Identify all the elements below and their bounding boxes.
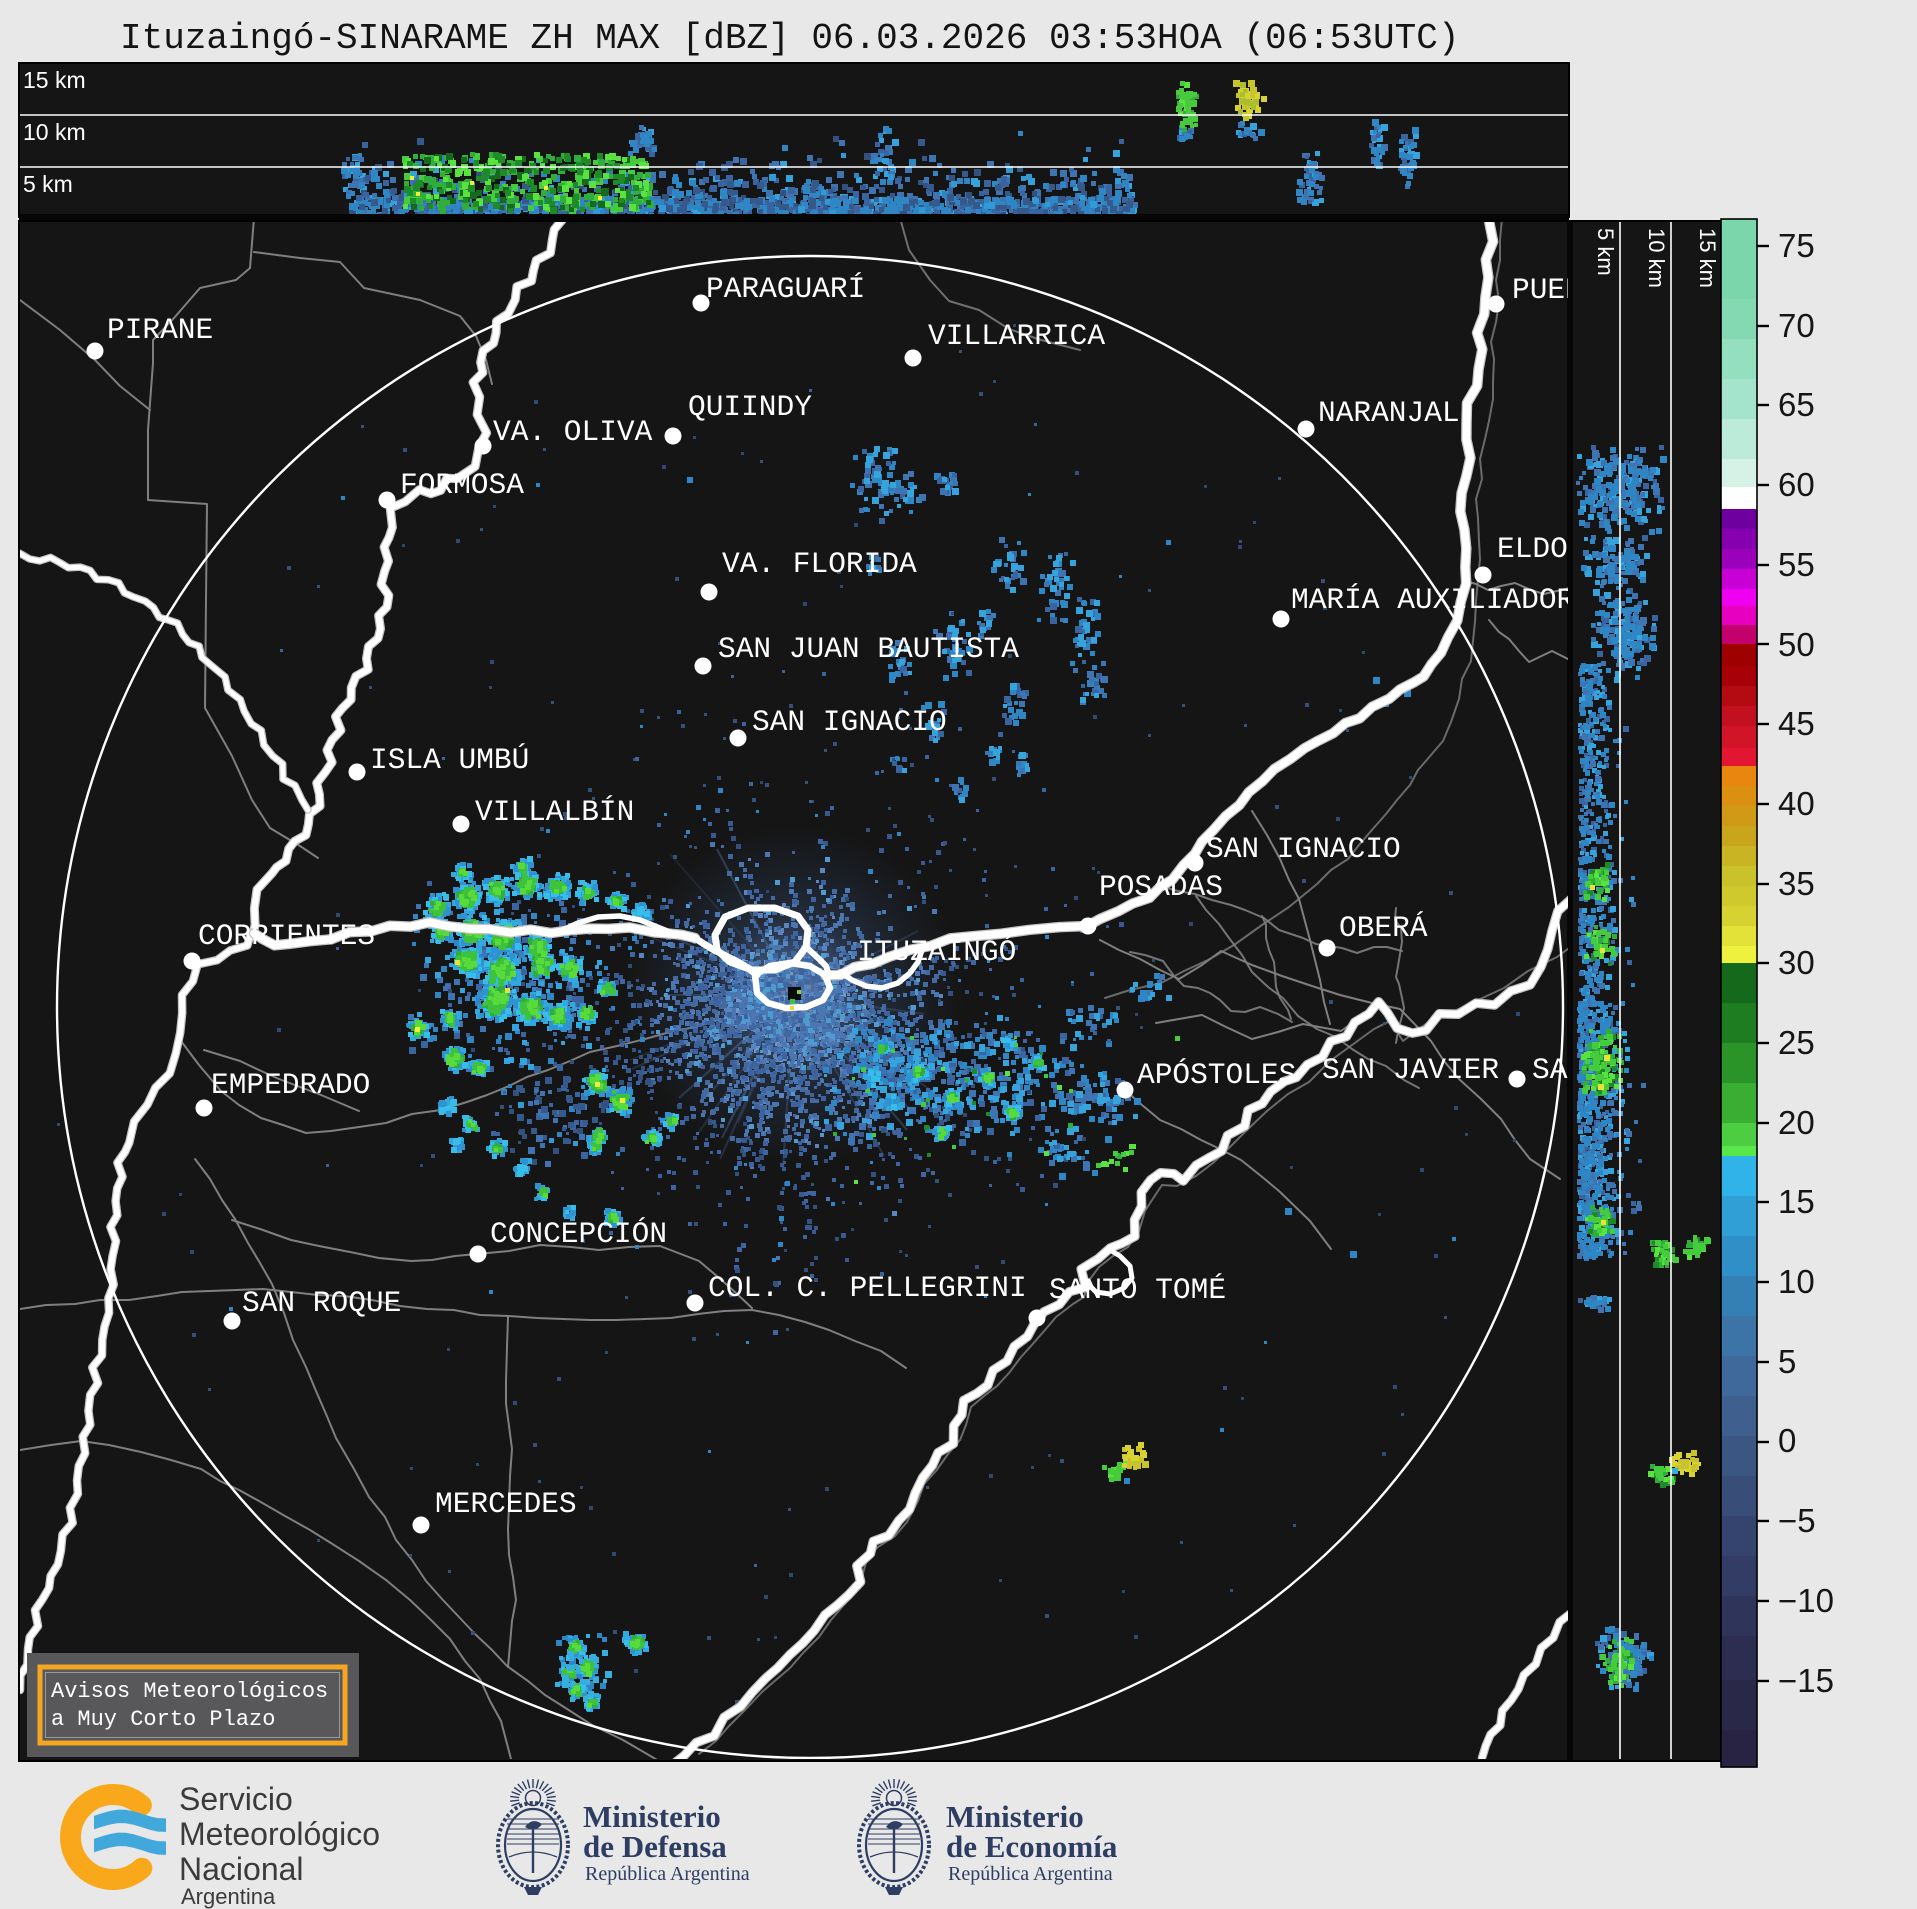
svg-text:de Economía: de Economía (946, 1829, 1118, 1864)
svg-text:SA: SA (1532, 1053, 1568, 1087)
svg-text:20: 20 (1778, 1104, 1815, 1141)
svg-text:50: 50 (1778, 626, 1815, 663)
svg-text:CORRIENTES: CORRIENTES (198, 919, 375, 953)
svg-text:55: 55 (1778, 546, 1815, 583)
svg-text:ISLA UMBÚ: ISLA UMBÚ (370, 743, 529, 777)
svg-text:75: 75 (1778, 227, 1815, 264)
svg-text:SAN IGNACIO: SAN IGNACIO (752, 705, 947, 739)
svg-text:Ministerio: Ministerio (946, 1799, 1084, 1834)
svg-text:República Argentina: República Argentina (585, 1863, 750, 1885)
svg-text:15 km: 15 km (23, 67, 86, 93)
svg-text:Meteorológico: Meteorológico (179, 1816, 380, 1852)
svg-text:MERCEDES: MERCEDES (435, 1487, 577, 1521)
svg-text:PIRANE: PIRANE (107, 313, 213, 347)
svg-text:SAN JAVIER: SAN JAVIER (1322, 1053, 1499, 1087)
svg-text:PARAGUARÍ: PARAGUARÍ (706, 272, 865, 306)
svg-text:VILLALBÍN: VILLALBÍN (475, 795, 634, 829)
svg-text:−15: −15 (1778, 1662, 1834, 1699)
svg-text:60: 60 (1778, 466, 1815, 503)
svg-text:40: 40 (1778, 785, 1815, 822)
svg-text:SANTO TOMÉ: SANTO TOMÉ (1049, 1273, 1226, 1307)
svg-text:Ministerio: Ministerio (583, 1799, 721, 1834)
svg-text:70: 70 (1778, 307, 1815, 344)
svg-text:−5: −5 (1778, 1502, 1816, 1539)
svg-text:CONCEPCIÓN: CONCEPCIÓN (490, 1217, 667, 1251)
svg-text:OBERÁ: OBERÁ (1339, 911, 1428, 945)
svg-text:República Argentina: República Argentina (948, 1863, 1113, 1885)
svg-text:10 km: 10 km (23, 119, 86, 145)
svg-text:MARÍA AUXILIADORA: MARÍA AUXILIADORA (1291, 583, 1592, 617)
svg-text:SAN JUAN BAUTISTA: SAN JUAN BAUTISTA (718, 632, 1019, 666)
svg-text:10 km: 10 km (1644, 228, 1669, 288)
svg-text:Nacional: Nacional (179, 1851, 304, 1887)
svg-text:Argentina: Argentina (181, 1884, 276, 1909)
svg-text:Servicio: Servicio (179, 1781, 293, 1817)
svg-text:35: 35 (1778, 865, 1815, 902)
svg-text:Avisos Meteorológicos: Avisos Meteorológicos (51, 1679, 328, 1704)
svg-text:PUER: PUER (1512, 273, 1583, 307)
svg-text:SAN IGNACIO: SAN IGNACIO (1206, 832, 1401, 866)
svg-text:APÓSTOLES: APÓSTOLES (1137, 1058, 1296, 1092)
svg-text:10: 10 (1778, 1263, 1815, 1300)
svg-text:−10: −10 (1778, 1582, 1834, 1619)
svg-text:FORMOSA: FORMOSA (400, 468, 524, 502)
svg-text:de Defensa: de Defensa (583, 1829, 727, 1864)
svg-text:25: 25 (1778, 1024, 1815, 1061)
svg-text:ELDORADO: ELDORADO (1497, 532, 1639, 566)
svg-text:5: 5 (1778, 1343, 1796, 1380)
svg-text:EMPEDRADO: EMPEDRADO (211, 1068, 370, 1102)
svg-text:65: 65 (1778, 386, 1815, 423)
svg-text:COL. C. PELLEGRINI: COL. C. PELLEGRINI (708, 1271, 1027, 1305)
svg-text:5 km: 5 km (23, 171, 73, 197)
svg-text:SAN ROQUE: SAN ROQUE (242, 1286, 401, 1320)
svg-text:Ituzaingó-SINARAME ZH MAX [dBZ: Ituzaingó-SINARAME ZH MAX [dBZ] 06.03.20… (120, 18, 1459, 59)
svg-text:5 km: 5 km (1593, 228, 1618, 276)
svg-text:0: 0 (1778, 1422, 1796, 1459)
svg-text:VILLARRICA: VILLARRICA (928, 319, 1105, 353)
svg-text:45: 45 (1778, 705, 1815, 742)
svg-text:30: 30 (1778, 944, 1815, 981)
svg-text:POSADAS: POSADAS (1099, 870, 1223, 904)
svg-text:VA. OLIVA: VA. OLIVA (493, 415, 653, 449)
svg-text:15 km: 15 km (1695, 228, 1720, 288)
svg-text:NARANJAL: NARANJAL (1318, 396, 1460, 430)
svg-text:QUIINDY: QUIINDY (688, 390, 812, 424)
svg-text:15: 15 (1778, 1183, 1815, 1220)
svg-text:ITUZAINGÓ: ITUZAINGÓ (857, 935, 1016, 969)
svg-text:VA. FLORIDA: VA. FLORIDA (722, 547, 917, 581)
svg-text:a Muy Corto Plazo: a Muy Corto Plazo (51, 1707, 275, 1732)
